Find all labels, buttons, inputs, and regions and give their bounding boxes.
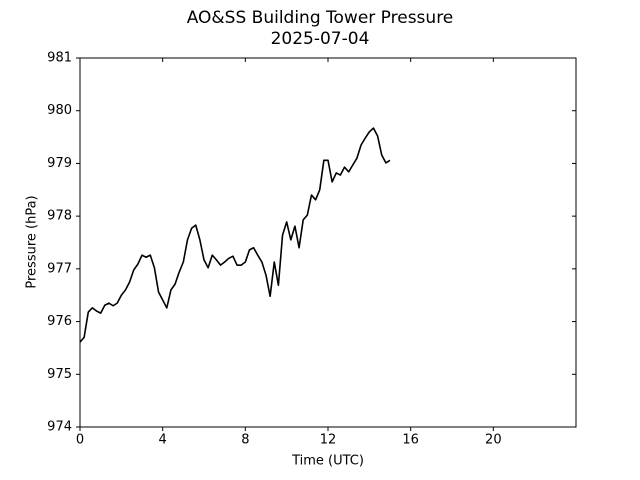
x-tick-label: 12 — [320, 433, 337, 448]
y-tick-label: 979 — [47, 156, 72, 171]
y-tick-label: 980 — [47, 103, 72, 118]
chart-subtitle: 2025-07-04 — [271, 29, 370, 49]
x-tick-label: 20 — [485, 433, 502, 448]
data-line — [79, 127, 391, 343]
x-tick-label: 8 — [241, 433, 249, 448]
y-tick-label: 974 — [47, 420, 72, 435]
x-tick-label: 4 — [159, 433, 167, 448]
y-tick-label: 977 — [47, 261, 72, 276]
chart-title: AO&SS Building Tower Pressure — [187, 8, 454, 28]
y-tick-label: 978 — [47, 209, 72, 224]
y-tick-label: 975 — [47, 367, 72, 382]
y-axis-label: Pressure (hPa) — [25, 195, 40, 288]
y-tick-label: 981 — [47, 51, 72, 66]
x-axis-label: Time (UTC) — [291, 454, 364, 469]
x-tick-label: 16 — [402, 433, 419, 448]
y-tick-label: 976 — [47, 314, 72, 329]
x-tick-label: 0 — [76, 433, 84, 448]
plot-frame — [79, 57, 577, 428]
